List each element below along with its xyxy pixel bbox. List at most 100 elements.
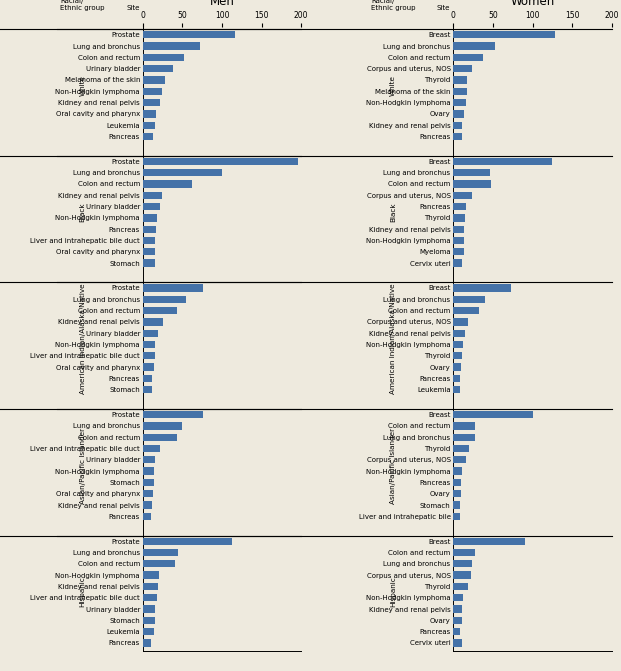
Bar	[143, 203, 160, 210]
Bar	[453, 214, 465, 221]
Bar	[143, 237, 155, 244]
Bar	[453, 88, 467, 95]
Bar	[143, 133, 153, 140]
Bar	[453, 318, 468, 325]
Text: Asian/Pacific Islander: Asian/Pacific Islander	[79, 427, 86, 503]
Bar	[143, 318, 163, 325]
Bar	[143, 364, 154, 371]
Bar	[453, 225, 465, 233]
Bar	[143, 285, 203, 292]
Bar	[453, 352, 462, 360]
Bar	[453, 445, 469, 452]
Bar	[143, 628, 154, 635]
Bar	[453, 456, 466, 464]
Bar	[143, 341, 155, 348]
Bar	[453, 501, 460, 509]
Bar	[453, 364, 461, 371]
Bar	[453, 31, 555, 38]
Bar	[143, 42, 200, 50]
Bar	[453, 133, 462, 140]
Bar	[143, 180, 192, 188]
Bar	[143, 54, 184, 61]
Bar	[143, 501, 152, 509]
Bar	[453, 329, 465, 337]
Bar	[143, 433, 177, 441]
Bar	[453, 110, 464, 117]
Bar	[143, 158, 298, 165]
Bar	[453, 411, 532, 418]
Bar	[143, 422, 181, 429]
Bar	[143, 456, 155, 464]
Text: Asian/Pacific Islander: Asian/Pacific Islander	[390, 427, 396, 503]
Text: White: White	[390, 75, 396, 96]
Bar	[453, 582, 468, 590]
Bar	[453, 433, 474, 441]
Bar	[143, 248, 155, 256]
Bar	[453, 468, 462, 475]
Bar	[453, 537, 525, 545]
Bar	[143, 537, 232, 545]
Text: Racial/
Ethnic group: Racial/ Ethnic group	[371, 0, 415, 11]
Bar	[453, 285, 511, 292]
Bar	[453, 478, 461, 486]
Bar	[453, 99, 466, 106]
Text: Hispanic: Hispanic	[79, 576, 86, 607]
Bar	[453, 203, 466, 210]
Bar	[453, 76, 467, 84]
Bar	[453, 192, 471, 199]
Title: Women: Women	[510, 0, 555, 7]
Bar	[453, 639, 462, 647]
Title: Men: Men	[209, 0, 235, 7]
Bar	[143, 110, 156, 117]
Bar	[453, 422, 476, 429]
Bar	[143, 617, 155, 624]
Bar	[453, 594, 463, 601]
Bar	[453, 307, 479, 314]
Bar	[143, 594, 157, 601]
Bar	[143, 31, 235, 38]
Bar	[453, 490, 461, 497]
Bar	[453, 169, 490, 176]
Text: American Indian/Alaska Native: American Indian/Alaska Native	[79, 284, 86, 394]
Bar	[453, 54, 483, 61]
Bar	[143, 468, 154, 475]
Bar	[143, 214, 157, 221]
Bar	[143, 352, 155, 360]
Bar	[143, 329, 158, 337]
Bar	[453, 158, 551, 165]
Bar	[143, 560, 175, 568]
Bar	[143, 549, 178, 556]
Bar	[453, 260, 462, 267]
Bar	[143, 76, 165, 84]
Text: American Indian/Alaska Native: American Indian/Alaska Native	[390, 284, 396, 394]
Bar	[143, 572, 160, 579]
Bar	[453, 248, 464, 256]
Bar	[143, 260, 155, 267]
Text: White: White	[79, 75, 86, 96]
Bar	[143, 121, 155, 129]
Bar	[143, 605, 155, 613]
Bar	[453, 65, 473, 72]
Bar	[143, 307, 177, 314]
Text: Site: Site	[126, 5, 140, 11]
Bar	[143, 582, 158, 590]
Bar	[143, 65, 173, 72]
Bar	[143, 639, 151, 647]
Bar	[453, 121, 462, 129]
Bar	[143, 169, 222, 176]
Bar	[453, 237, 464, 244]
Bar	[143, 445, 160, 452]
Text: Hispanic: Hispanic	[390, 576, 396, 607]
Bar	[143, 513, 151, 520]
Bar	[453, 374, 460, 382]
Bar	[453, 513, 460, 520]
Bar	[453, 42, 496, 50]
Bar	[143, 374, 152, 382]
Bar	[143, 386, 152, 393]
Text: Site: Site	[437, 5, 450, 11]
Text: Black: Black	[79, 203, 86, 222]
Bar	[143, 411, 203, 418]
Bar	[453, 341, 463, 348]
Bar	[143, 225, 156, 233]
Bar	[453, 605, 462, 613]
